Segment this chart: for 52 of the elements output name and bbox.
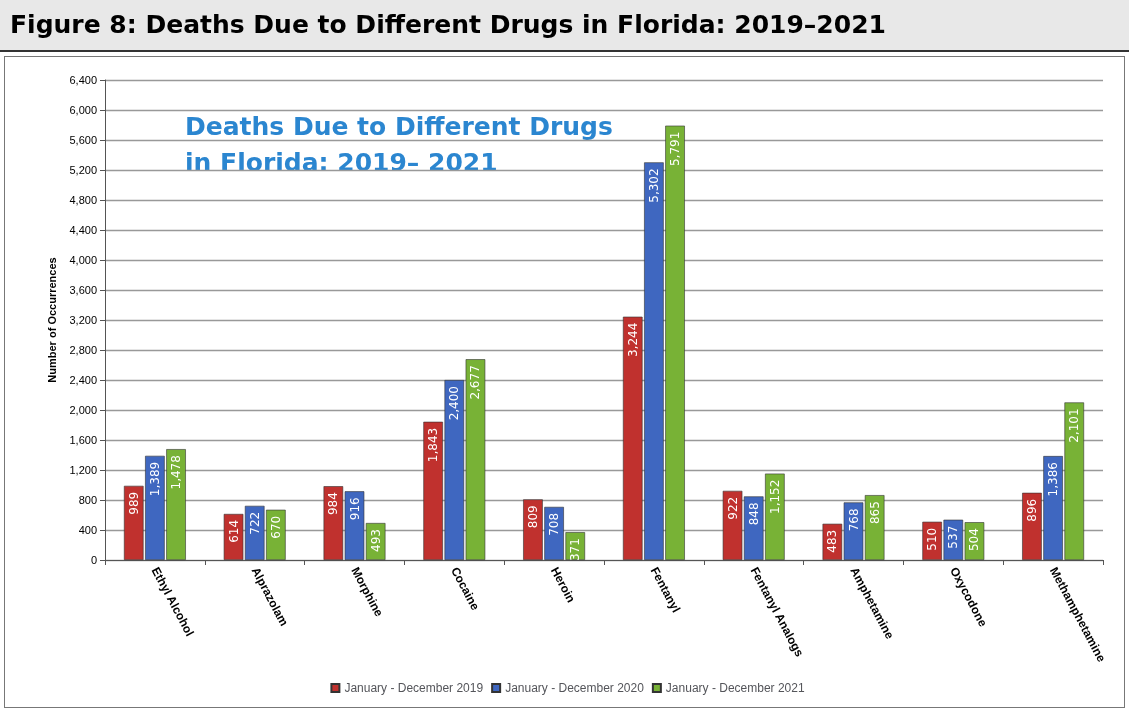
data-label: 510 — [925, 527, 940, 551]
data-label: 1,386 — [1046, 462, 1061, 497]
data-label: 537 — [946, 525, 961, 549]
y-tick-label: 2,400 — [69, 374, 97, 386]
data-label: 371 — [568, 538, 583, 562]
data-label: 670 — [268, 515, 283, 539]
data-label: 614 — [226, 519, 241, 543]
data-label: 865 — [867, 501, 882, 525]
y-tick-label: 400 — [78, 524, 97, 536]
data-label: 708 — [547, 512, 562, 536]
data-label: 2,400 — [447, 386, 462, 421]
y-tick-label: 4,400 — [69, 224, 97, 236]
data-label: 2,101 — [1067, 408, 1082, 443]
data-label: 768 — [846, 508, 861, 532]
y-tick-label: 2,800 — [69, 344, 97, 356]
chart-title: Figure 8: Deaths Due to Different Drugs in Florida: 2019–2021 — [0, 0, 1129, 52]
y-tick-label: 5,200 — [69, 164, 97, 176]
data-label: 5,302 — [646, 168, 661, 203]
y-tick-label: 1,600 — [69, 434, 97, 446]
y-tick-label: 4,800 — [69, 194, 97, 206]
y-tick-label: 6,400 — [69, 74, 97, 86]
y-tick-label: 1,200 — [69, 464, 97, 476]
data-label: 984 — [326, 492, 341, 516]
data-label: 916 — [347, 497, 362, 521]
y-tick-label: 2,000 — [69, 404, 97, 416]
data-label: 722 — [247, 511, 262, 535]
y-tick-label: 800 — [78, 494, 97, 506]
legend-label: January - December 2021 — [665, 681, 805, 695]
y-axis-title: Number of Occurrences — [45, 257, 58, 383]
data-label: 2,677 — [468, 365, 483, 400]
data-label: 809 — [525, 505, 540, 529]
data-label: 989 — [126, 491, 141, 515]
y-tick-label: 5,600 — [69, 134, 97, 146]
data-label: 1,478 — [169, 455, 184, 490]
y-tick-label: 4,000 — [69, 254, 97, 266]
data-label: 1,152 — [767, 479, 782, 514]
data-label: 3,244 — [625, 322, 640, 358]
data-label: 896 — [1024, 498, 1039, 522]
data-label: 1,389 — [147, 461, 162, 497]
data-label: 848 — [746, 502, 761, 526]
data-label: 5,791 — [668, 131, 683, 167]
data-label: 1,843 — [426, 427, 441, 463]
y-tick-label: 6,000 — [69, 104, 97, 116]
y-tick-label: 0 — [90, 554, 97, 566]
legend-label: January - December 2020 — [505, 681, 645, 695]
data-label: 504 — [967, 528, 982, 552]
legend-label: January - December 2019 — [344, 681, 484, 695]
y-tick-label: 3,200 — [69, 314, 97, 326]
data-label: 483 — [825, 529, 840, 553]
data-label: 493 — [368, 529, 383, 552]
y-tick-label: 3,600 — [69, 284, 97, 296]
data-label: 922 — [725, 496, 740, 520]
